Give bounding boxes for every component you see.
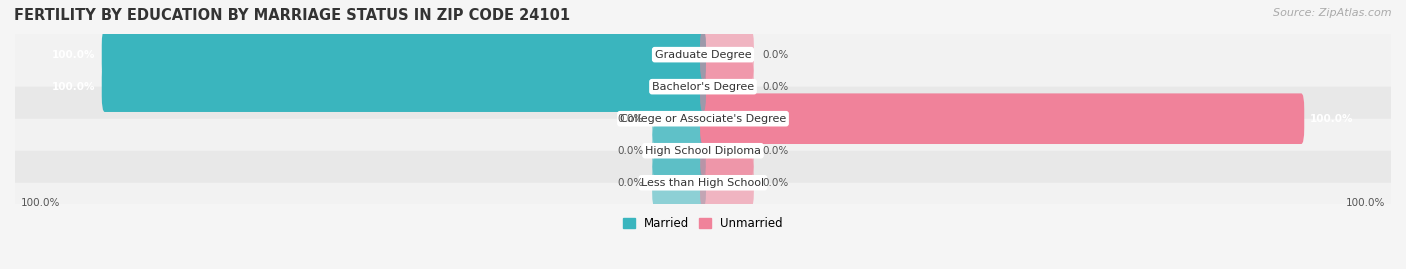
FancyBboxPatch shape — [652, 125, 706, 176]
Text: 0.0%: 0.0% — [763, 82, 789, 92]
Text: 100.0%: 100.0% — [21, 198, 60, 208]
Text: 100.0%: 100.0% — [52, 50, 96, 60]
Text: High School Diploma: High School Diploma — [645, 146, 761, 156]
Text: 0.0%: 0.0% — [617, 178, 643, 188]
FancyBboxPatch shape — [13, 55, 1393, 119]
FancyBboxPatch shape — [13, 87, 1393, 151]
FancyBboxPatch shape — [652, 93, 706, 144]
FancyBboxPatch shape — [700, 61, 754, 112]
Text: 0.0%: 0.0% — [763, 50, 789, 60]
Text: 100.0%: 100.0% — [1310, 114, 1354, 124]
FancyBboxPatch shape — [700, 29, 754, 80]
FancyBboxPatch shape — [13, 119, 1393, 183]
FancyBboxPatch shape — [101, 29, 706, 80]
FancyBboxPatch shape — [700, 125, 754, 176]
Text: 100.0%: 100.0% — [52, 82, 96, 92]
Text: Graduate Degree: Graduate Degree — [655, 50, 751, 60]
FancyBboxPatch shape — [13, 23, 1393, 87]
FancyBboxPatch shape — [700, 93, 1305, 144]
Text: 100.0%: 100.0% — [1346, 198, 1385, 208]
Text: Less than High School: Less than High School — [641, 178, 765, 188]
Text: 0.0%: 0.0% — [763, 178, 789, 188]
Legend: Married, Unmarried: Married, Unmarried — [619, 213, 787, 235]
Text: FERTILITY BY EDUCATION BY MARRIAGE STATUS IN ZIP CODE 24101: FERTILITY BY EDUCATION BY MARRIAGE STATU… — [14, 8, 571, 23]
Text: Source: ZipAtlas.com: Source: ZipAtlas.com — [1274, 8, 1392, 18]
Text: Bachelor's Degree: Bachelor's Degree — [652, 82, 754, 92]
FancyBboxPatch shape — [652, 157, 706, 208]
FancyBboxPatch shape — [700, 157, 754, 208]
FancyBboxPatch shape — [13, 151, 1393, 215]
Text: 0.0%: 0.0% — [617, 146, 643, 156]
FancyBboxPatch shape — [101, 61, 706, 112]
Text: 0.0%: 0.0% — [617, 114, 643, 124]
Text: College or Associate's Degree: College or Associate's Degree — [620, 114, 786, 124]
Text: 0.0%: 0.0% — [763, 146, 789, 156]
